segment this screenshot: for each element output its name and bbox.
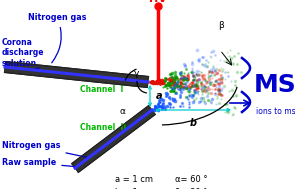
Text: Nitrogen gas: Nitrogen gas	[28, 13, 86, 63]
Text: Channel  II: Channel II	[80, 122, 126, 132]
Text: MS: MS	[254, 73, 295, 97]
Text: Nitrogen gas: Nitrogen gas	[2, 141, 87, 157]
Polygon shape	[4, 62, 149, 88]
Text: a: a	[156, 91, 163, 101]
Text: Raw sample: Raw sample	[2, 158, 77, 167]
Text: HV: HV	[149, 0, 167, 4]
Text: Channel  I: Channel I	[80, 85, 123, 94]
Text: Corona
discharge
solution: Corona discharge solution	[2, 38, 45, 68]
Text: α: α	[120, 108, 126, 116]
Polygon shape	[72, 106, 155, 172]
Text: β: β	[218, 20, 224, 29]
Text: ions to ms: ions to ms	[256, 107, 295, 116]
Text: γ: γ	[134, 70, 139, 78]
Text: α= 60 °
β= 80 °
γ= 80 °: α= 60 ° β= 80 ° γ= 80 °	[175, 175, 207, 189]
Text: b: b	[189, 118, 196, 128]
Text: a = 1 cm
b = 1 cm: a = 1 cm b = 1 cm	[115, 175, 153, 189]
